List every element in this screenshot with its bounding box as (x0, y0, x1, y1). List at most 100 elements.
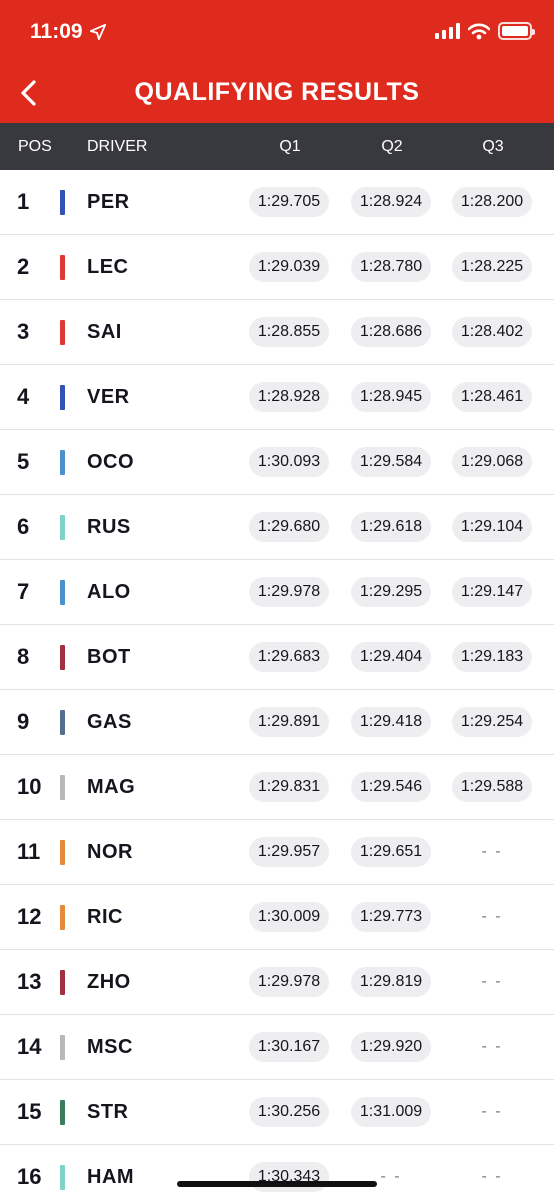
driver-code: MSC (87, 1036, 133, 1058)
q1-time: 1:29.831 (249, 772, 329, 802)
home-indicator (177, 1181, 377, 1187)
q3-time: 1:28.225 (452, 252, 532, 282)
driver-code: MAG (87, 776, 136, 798)
q3-time: - - (481, 908, 503, 925)
q3-time: 1:29.183 (452, 642, 532, 672)
q3-time: 1:28.200 (452, 187, 532, 217)
position-number: 11 (17, 839, 41, 864)
status-bar-icons (435, 22, 535, 40)
column-header-q1: Q1 (279, 138, 301, 155)
q3-time: - - (481, 1103, 503, 1120)
q1-time: 1:28.855 (249, 317, 329, 347)
table-row[interactable]: 13 ZHO 1:29.978 1:29.819 - - (0, 950, 554, 1015)
team-color-bar (60, 645, 65, 670)
team-color-bar (60, 775, 65, 800)
q1-time: 1:30.093 (249, 447, 329, 477)
table-row[interactable]: 2 LEC 1:29.039 1:28.780 1:28.225 (0, 235, 554, 300)
team-color-bar (60, 255, 65, 280)
team-color-bar (60, 385, 65, 410)
status-bar-time: 11:09 (30, 20, 107, 44)
driver-code: BOT (87, 646, 131, 668)
position-number: 14 (17, 1034, 42, 1059)
driver-code: LEC (87, 256, 129, 278)
q2-time: 1:28.686 (351, 317, 431, 347)
q2-time: 1:29.773 (351, 902, 431, 932)
table-row[interactable]: 16 HAM 1:30.343 - - - - (0, 1145, 554, 1199)
q2-time: 1:28.924 (351, 187, 431, 217)
position-number: 3 (17, 319, 30, 344)
q1-time: 1:30.343 (249, 1162, 329, 1192)
results-list: 1 PER 1:29.705 1:28.924 1:28.200 2 LEC 1:29.039… (0, 170, 554, 1199)
team-color-bar (60, 1100, 65, 1125)
q2-time: 1:29.418 (351, 707, 431, 737)
table-row[interactable]: 15 STR 1:30.256 1:31.009 - - (0, 1080, 554, 1145)
page-title: QUALIFYING RESULTS (134, 78, 420, 106)
driver-code: VER (87, 386, 130, 408)
q2-time: 1:31.009 (351, 1097, 431, 1127)
position-number: 13 (17, 969, 42, 994)
position-number: 6 (17, 514, 30, 539)
q2-time: 1:29.618 (351, 512, 431, 542)
position-number: 4 (17, 384, 30, 409)
q2-time: 1:29.819 (351, 967, 431, 997)
position-number: 16 (17, 1164, 42, 1189)
table-row[interactable]: 14 MSC 1:30.167 1:29.920 - - (0, 1015, 554, 1080)
table-header: POS DRIVER Q1 Q2 Q3 (0, 123, 554, 170)
table-row[interactable]: 11 NOR 1:29.957 1:29.651 - - (0, 820, 554, 885)
q1-time: 1:29.978 (249, 967, 329, 997)
driver-code: GAS (87, 711, 132, 733)
q3-time: 1:29.104 (452, 512, 532, 542)
position-number: 12 (17, 904, 42, 929)
back-button[interactable] (10, 72, 46, 114)
driver-code: RUS (87, 516, 131, 538)
table-row[interactable]: 10 MAG 1:29.831 1:29.546 1:29.588 (0, 755, 554, 820)
driver-code: STR (87, 1101, 129, 1123)
q1-time: 1:29.683 (249, 642, 329, 672)
position-number: 7 (17, 579, 30, 604)
table-row[interactable]: 4 VER 1:28.928 1:28.945 1:28.461 (0, 365, 554, 430)
table-row[interactable]: 12 RIC 1:30.009 1:29.773 - - (0, 885, 554, 950)
q2-time: 1:29.546 (351, 772, 431, 802)
position-number: 10 (17, 774, 42, 799)
location-arrow-icon (89, 23, 106, 41)
driver-code: SAI (87, 321, 122, 343)
table-row[interactable]: 8 BOT 1:29.683 1:29.404 1:29.183 (0, 625, 554, 690)
driver-code: OCO (87, 451, 135, 473)
table-row[interactable]: 6 RUS 1:29.680 1:29.618 1:29.104 (0, 495, 554, 560)
q3-time: 1:28.461 (452, 382, 532, 412)
table-row[interactable]: 5 OCO 1:30.093 1:29.584 1:29.068 (0, 430, 554, 495)
q2-time: - - (380, 1168, 402, 1185)
driver-code: NOR (87, 841, 133, 863)
team-color-bar (60, 320, 65, 345)
table-row[interactable]: 9 GAS 1:29.891 1:29.418 1:29.254 (0, 690, 554, 755)
q2-time: 1:29.651 (351, 837, 431, 867)
q1-time: 1:29.957 (249, 837, 329, 867)
q1-time: 1:29.039 (249, 252, 329, 282)
driver-code: ZHO (87, 971, 131, 993)
table-row[interactable]: 7 ALO 1:29.978 1:29.295 1:29.147 (0, 560, 554, 625)
q1-time: 1:30.009 (249, 902, 329, 932)
position-number: 2 (17, 254, 30, 279)
team-color-bar (60, 580, 65, 605)
team-color-bar (60, 1165, 65, 1190)
cellular-signal-icon (435, 23, 460, 39)
q3-time: - - (481, 1168, 503, 1185)
team-color-bar (60, 840, 65, 865)
driver-code: HAM (87, 1166, 135, 1188)
q3-time: 1:28.402 (452, 317, 532, 347)
position-number: 5 (17, 449, 30, 474)
driver-code: RIC (87, 906, 123, 928)
position-number: 15 (17, 1099, 42, 1124)
q3-time: - - (481, 973, 503, 990)
table-row[interactable]: 3 SAI 1:28.855 1:28.686 1:28.402 (0, 300, 554, 365)
table-row[interactable]: 1 PER 1:29.705 1:28.924 1:28.200 (0, 170, 554, 235)
battery-icon (498, 22, 535, 40)
wifi-icon (468, 23, 490, 39)
q3-time: - - (481, 843, 503, 860)
driver-code: PER (87, 191, 130, 213)
q2-time: 1:29.920 (351, 1032, 431, 1062)
clock-text: 11:09 (30, 20, 83, 43)
q2-time: 1:29.404 (351, 642, 431, 672)
team-color-bar (60, 190, 65, 215)
q2-time: 1:29.584 (351, 447, 431, 477)
